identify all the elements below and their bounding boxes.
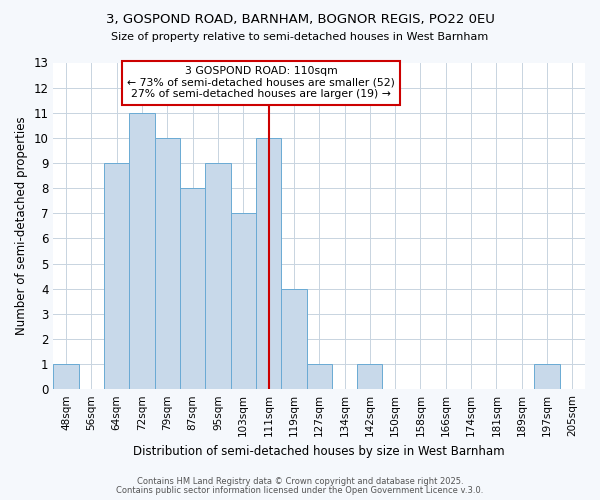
Bar [53,364,79,389]
Bar [180,188,205,389]
Text: Size of property relative to semi-detached houses in West Barnham: Size of property relative to semi-detach… [112,32,488,42]
Text: 3 GOSPOND ROAD: 110sqm
← 73% of semi-detached houses are smaller (52)
27% of sem: 3 GOSPOND ROAD: 110sqm ← 73% of semi-det… [127,66,395,100]
Bar [230,214,256,389]
Bar [155,138,180,389]
Y-axis label: Number of semi-detached properties: Number of semi-detached properties [15,116,28,335]
Bar [307,364,332,389]
Bar [205,163,230,389]
Bar [256,138,281,389]
Bar [130,113,155,389]
Text: Contains public sector information licensed under the Open Government Licence v.: Contains public sector information licen… [116,486,484,495]
Bar [281,288,307,389]
Bar [357,364,382,389]
Text: 3, GOSPOND ROAD, BARNHAM, BOGNOR REGIS, PO22 0EU: 3, GOSPOND ROAD, BARNHAM, BOGNOR REGIS, … [106,12,494,26]
X-axis label: Distribution of semi-detached houses by size in West Barnham: Distribution of semi-detached houses by … [133,444,505,458]
Bar [104,163,130,389]
Bar [535,364,560,389]
Text: Contains HM Land Registry data © Crown copyright and database right 2025.: Contains HM Land Registry data © Crown c… [137,477,463,486]
